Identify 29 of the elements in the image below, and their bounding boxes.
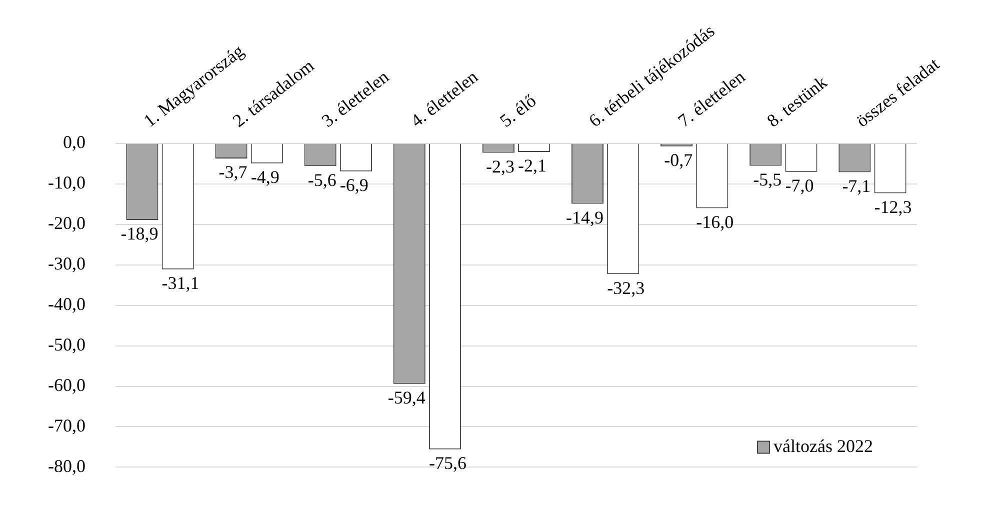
y-tick-label: -20,0	[48, 213, 86, 234]
data-label: -32,3	[607, 278, 645, 298]
data-label: -0,7	[664, 150, 693, 170]
y-tick-label: -70,0	[48, 415, 86, 436]
y-tick-label: -60,0	[48, 375, 86, 396]
data-label: -31,1	[162, 273, 200, 294]
data-label: -3,7	[218, 162, 248, 182]
data-label: -16,0	[696, 212, 734, 232]
data-label: -5,5	[753, 169, 782, 190]
data-label: -5,6	[308, 170, 336, 190]
data-label: -7,1	[842, 176, 871, 196]
data-label: -7,0	[785, 176, 814, 196]
y-tick-label: -10,0	[48, 172, 86, 193]
y-tick-label: -80,0	[48, 456, 86, 476]
x-tick-label: 5. élő	[496, 90, 540, 131]
data-label: -6,9	[340, 175, 368, 196]
y-tick-label: -30,0	[48, 254, 86, 274]
y-tick-label: -50,0	[48, 334, 86, 355]
data-label: -18,9	[120, 224, 158, 244]
data-label: -14,9	[566, 208, 604, 228]
data-label: -2,3	[486, 156, 514, 177]
data-label: -4,9	[250, 167, 280, 188]
y-tick-label: -40,0	[48, 294, 86, 314]
y-tick-label: 0,0	[62, 132, 86, 152]
data-label: -75,6	[428, 453, 466, 474]
data-label: -59,4	[388, 388, 426, 408]
data-label: -2,1	[518, 156, 547, 176]
data-label: -12,3	[874, 196, 912, 217]
legend-label: változás 2022	[774, 436, 874, 456]
